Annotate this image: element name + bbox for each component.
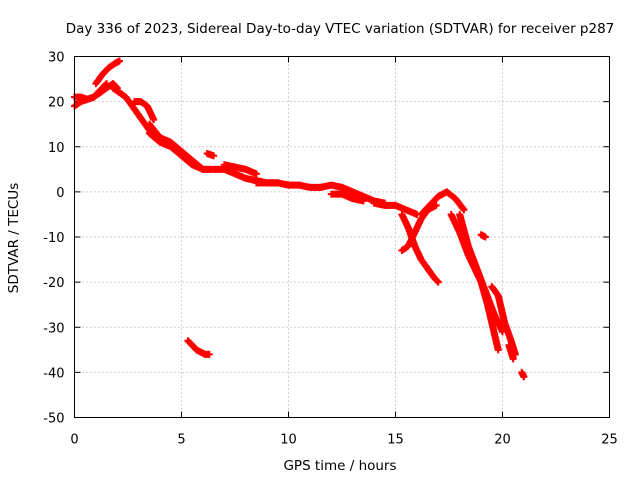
x-tick-label: 15 [387, 433, 404, 448]
y-tick-label: 10 [48, 141, 65, 156]
y-tick-label: -20 [43, 276, 64, 291]
chart-title: Day 336 of 2023, Sidereal Day-to-day VTE… [66, 21, 615, 37]
data-points [71, 57, 528, 381]
series-arc-b [71, 80, 121, 103]
series-arc-y [518, 368, 528, 381]
x-tick-label: 20 [494, 433, 511, 448]
series-arc-n [327, 190, 367, 205]
series-arc-i [184, 337, 213, 358]
data-point [150, 116, 158, 124]
plot-frame [74, 56, 610, 418]
x-tick-label: 10 [280, 433, 297, 448]
data-point [205, 350, 213, 358]
series-arc-u [477, 278, 502, 354]
series-arc-t [456, 210, 506, 336]
x-tick-label: 5 [177, 433, 185, 448]
grid [74, 56, 610, 418]
series-arc-o [370, 199, 421, 218]
y-tick-label: -50 [43, 412, 64, 427]
data-point [520, 373, 528, 381]
y-tick-label: 20 [48, 96, 65, 111]
data-point [494, 346, 502, 354]
y-axis-label: SDTVAR / TECUs [6, 183, 22, 293]
series-arc-g [145, 120, 207, 173]
series-arc-h [203, 150, 218, 160]
y-tick-label: -30 [43, 321, 64, 336]
series-arc-r [417, 188, 468, 218]
series-arc-x [477, 231, 489, 241]
data-point [115, 57, 123, 65]
y-tick-label: 0 [56, 186, 64, 201]
data-point [481, 233, 489, 241]
data-point [359, 197, 367, 205]
data-point [252, 170, 260, 178]
x-axis-label: GPS time / hours [283, 458, 396, 474]
y-tick-label: -10 [43, 231, 64, 246]
series-arc-l [252, 179, 325, 191]
data-point [210, 152, 218, 160]
series-arc-w [505, 341, 517, 363]
data-point [460, 206, 468, 214]
axis-ticks: 0 5 10 15 20 25 -50 -40 -30 -20 -10 0 10 20 30 [43, 51, 618, 448]
data-point [434, 278, 442, 286]
series-arc-c [92, 57, 123, 88]
series-arc-k [220, 161, 260, 178]
data-point [199, 165, 207, 173]
series-arc-e [130, 98, 158, 124]
y-tick-label: 30 [48, 51, 65, 66]
x-tick-label: 25 [601, 433, 618, 448]
series-arc-v [488, 283, 519, 358]
data-point [198, 164, 206, 172]
y-tick-label: -40 [43, 366, 64, 381]
x-tick-label: 0 [70, 433, 78, 448]
data-point [433, 277, 441, 285]
data-point [509, 355, 517, 363]
